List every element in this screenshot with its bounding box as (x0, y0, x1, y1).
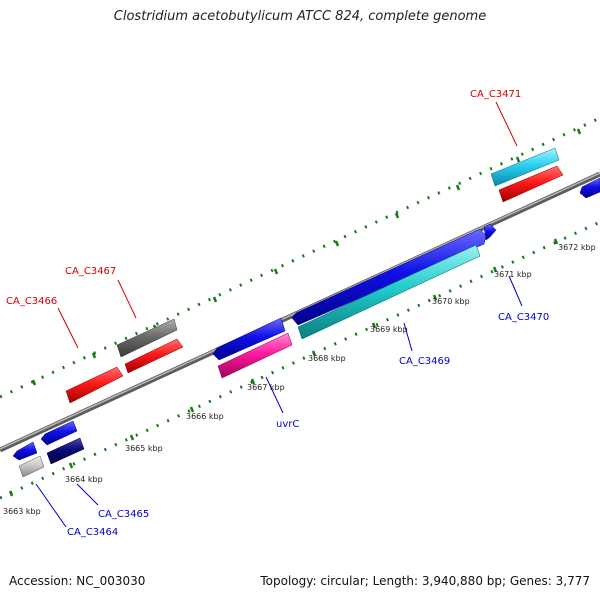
inner-major-ticks (8, 238, 559, 497)
scale-label: 3663 kbp (3, 507, 41, 516)
gene-ca-c3467b[interactable] (124, 338, 184, 374)
outer-major-ticks (31, 128, 582, 386)
gene-ca-c3464[interactable] (18, 455, 45, 478)
genome-summary-text: Topology: circular; Length: 3,940,880 bp… (260, 574, 590, 588)
scale-label: 3666 kbp (186, 412, 224, 421)
scale-label: 3672 kbp (558, 243, 596, 252)
gene-ca-c3467[interactable] (116, 318, 178, 358)
label-ca-c3466: CA_C3466 (6, 296, 57, 307)
outer-scale-track (0, 116, 600, 399)
gene-ca-c3466[interactable] (65, 366, 124, 404)
scale-label: 3667 kbp (247, 383, 285, 392)
scale-label: 3665 kbp (125, 444, 163, 453)
gene-ca-c3471-upper[interactable] (490, 147, 560, 187)
label-ca-c3469: CA_C3469 (399, 356, 450, 367)
scale-label: 3670 kbp (432, 297, 470, 306)
scale-label: 3664 kbp (65, 475, 103, 484)
label-ca-c3470: CA_C3470 (498, 312, 549, 323)
label-ca-c3465: CA_C3465 (98, 509, 149, 520)
gene-uvrc-upper[interactable] (212, 317, 286, 361)
gene-ca-c3464-upper[interactable] (12, 441, 38, 461)
gene-ca-c3471[interactable] (498, 165, 564, 203)
label-ca-c3471: CA_C3471 (470, 89, 521, 100)
gene-ca-c3465[interactable] (46, 437, 85, 465)
scale-label: 3669 kbp (370, 325, 408, 334)
gene-edge-right[interactable] (579, 177, 600, 199)
gene-ca-c3469[interactable] (297, 244, 481, 340)
label-uvrc: uvrC (276, 419, 299, 430)
inner-scale-track (0, 220, 600, 500)
gene-uvrc[interactable] (217, 332, 293, 379)
scale-label: 3671 kbp (494, 270, 532, 279)
accession-text: Accession: NC_003030 (9, 574, 146, 588)
gene-ca-c3465-upper[interactable] (40, 420, 78, 446)
leader-lines (35, 101, 523, 528)
label-ca-c3464: CA_C3464 (67, 527, 118, 538)
map-title: Clostridium acetobutylicum ATCC 824, com… (113, 9, 487, 24)
label-ca-c3467: CA_C3467 (65, 266, 116, 277)
gene-ca-c3469-upper[interactable] (291, 228, 487, 326)
scale-label: 3668 kbp (308, 354, 346, 363)
